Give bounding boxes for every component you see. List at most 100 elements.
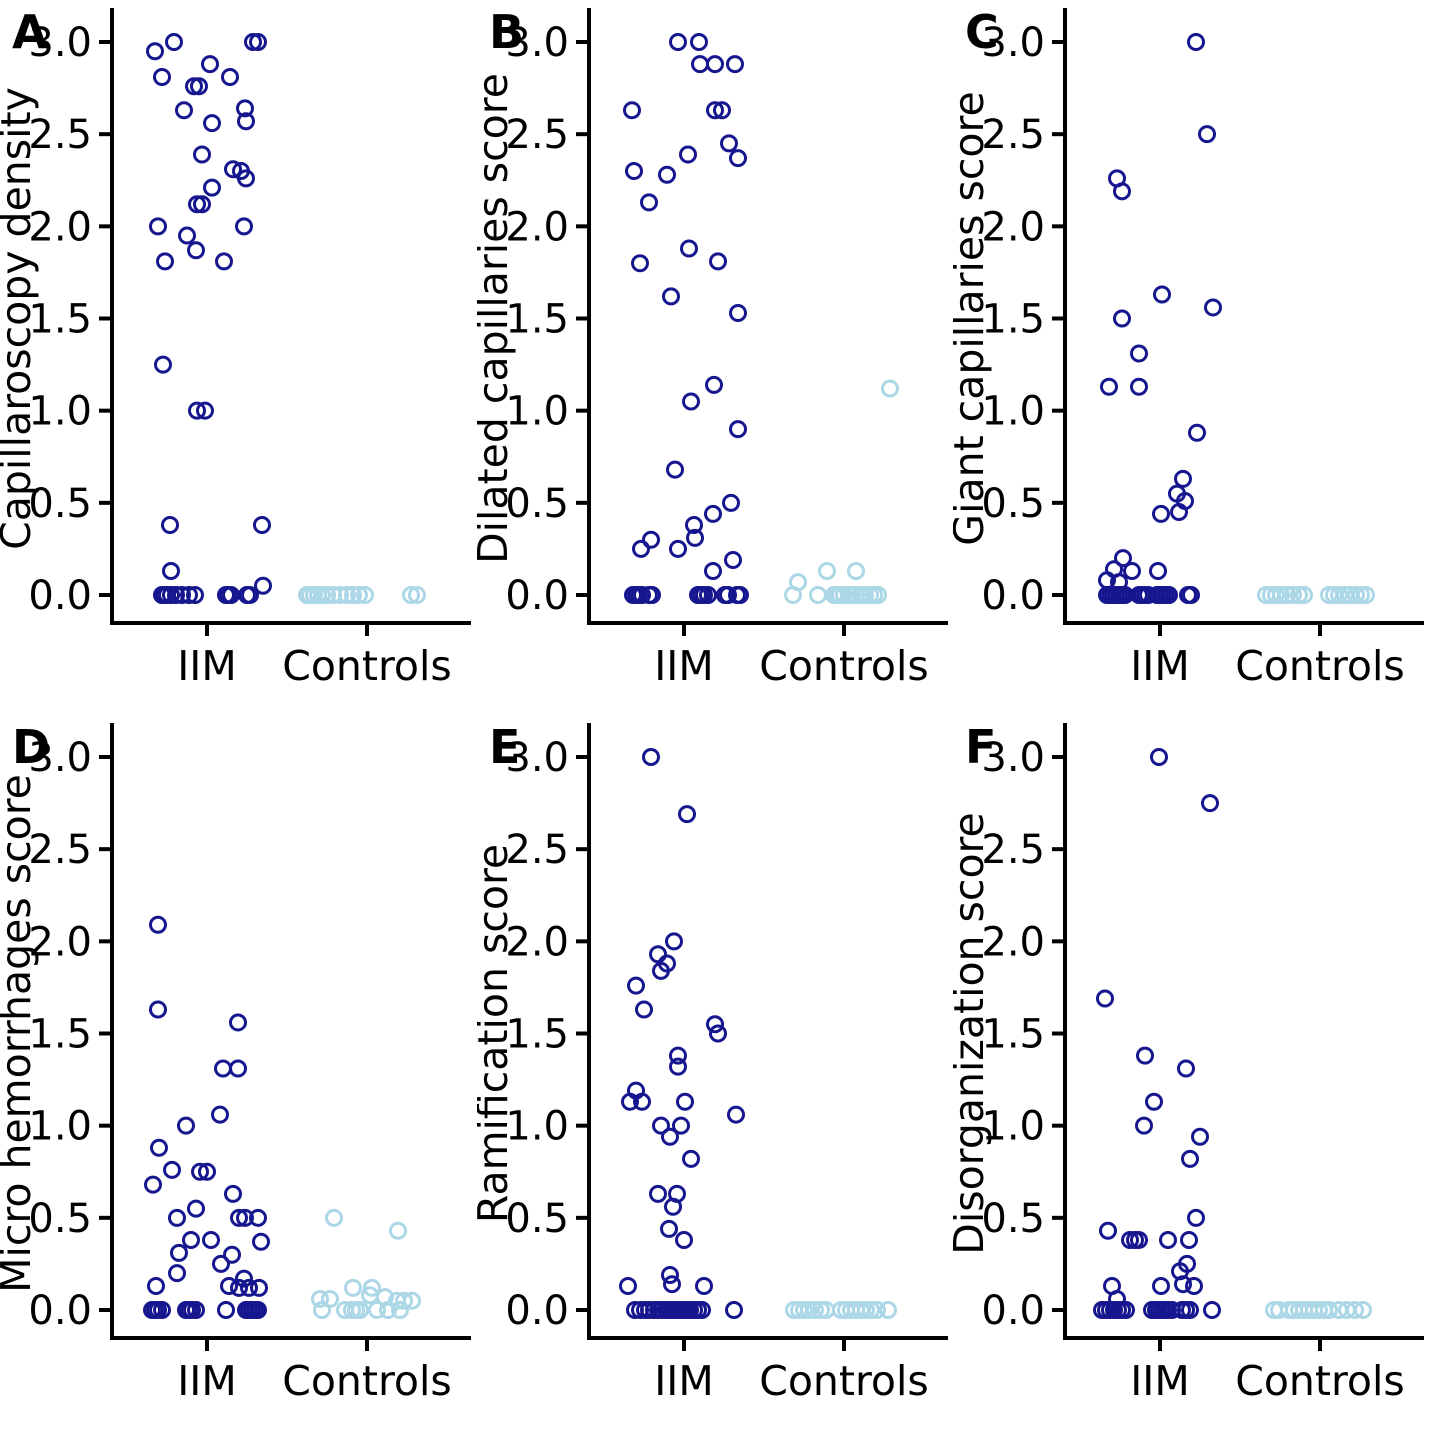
controls-data-point [391,1301,409,1319]
iim-data-point [237,112,255,131]
iim-data-point [146,42,164,61]
iim-data-point [699,586,717,604]
y-axis-label: Dilated capillaries score [477,73,517,564]
iim-data-point [187,1199,205,1218]
category-label: IIM [654,642,714,690]
y-tick-label: 1.0 [981,389,1045,435]
controls-data-point [1310,1301,1328,1319]
iim-data-point [224,160,242,179]
iim-data-point [643,586,661,604]
iim-data-point [185,77,203,96]
iim-data-point [178,226,196,245]
iim-data-point [1130,1230,1148,1249]
iim-data-point [1114,549,1132,568]
y-tick-label: 0.5 [28,481,92,527]
iim-data-point [173,586,191,604]
controls-data-point [379,1301,397,1319]
iim-data-point [252,1232,270,1251]
iim-data-point [631,254,649,273]
iim-data-point [704,504,722,523]
iim-data-point [156,252,174,271]
iim-data-point [1188,423,1206,442]
iim-data-point [196,401,214,420]
y-tick-label: 0.0 [505,573,569,619]
iim-data-point [202,1230,220,1249]
iim-data-point [731,586,749,604]
iim-data-point [1181,1149,1199,1168]
iim-data-point [1136,1046,1154,1065]
iim-data-point [676,1092,694,1111]
iim-data-point [726,55,744,74]
controls-data-point [344,1278,362,1297]
iim-data-point [186,586,204,604]
iim-data-point [1113,309,1131,328]
iim-data-point [678,805,696,824]
iim-data-point [163,1160,181,1179]
iim-data-point [669,1057,687,1076]
y-tick-label: 1.0 [505,1104,569,1150]
iim-data-point [250,1278,268,1297]
y-tick-label: 0.0 [28,573,92,619]
iim-data-point [635,1000,653,1019]
iim-data-point [691,55,709,74]
iim-data-point [1113,182,1131,201]
category-label: IIM [177,642,237,690]
iim-data-point [1181,1301,1199,1319]
y-tick-label: 0.5 [505,481,569,527]
iim-data-point [236,1208,254,1227]
iim-data-point [1198,125,1216,144]
iim-data-point [215,252,233,271]
iim-data-point [187,1301,205,1319]
iim-data-point [240,1278,258,1297]
iim-data-point [1185,1277,1203,1296]
y-tick-label: 1.5 [505,1012,569,1058]
y-tick-label: 0.5 [28,1196,92,1242]
y-tick-label: 1.0 [505,389,569,435]
controls-data-point [1354,1301,1372,1319]
y-tick-label: 1.5 [981,1012,1045,1058]
controls-data-point [389,1221,407,1240]
panel-B-plot: 0.0 0.5 1.0 1.5 2.0 2.5 3.0 IIM Controls Dilated … [477,5,948,690]
controls-data-point [835,586,853,604]
iim-data-point [154,355,172,374]
iim-data-point [1096,989,1114,1008]
iim-data-point [652,961,670,980]
iim-data-point [664,1197,682,1216]
iim-data-point [704,562,722,581]
category-label: Controls [759,642,929,690]
panel-E-plot: 0.0 0.5 1.0 1.5 2.0 2.5 3.0 IIM Controls Ramifica… [477,720,948,1405]
y-tick-label: 1.5 [981,297,1045,343]
iim-data-point [249,1208,267,1227]
iim-data-point [1130,377,1148,396]
iim-data-point [709,252,727,271]
iim-data-point [190,77,208,96]
iim-data-point [686,528,704,547]
iim-data-point [1152,504,1170,523]
iim-data-point [661,1127,679,1146]
controls-data-point [862,1301,880,1319]
iim-data-point [168,1264,186,1283]
y-tick-label: 0.5 [981,481,1045,527]
iim-data-point [149,1000,167,1019]
iim-data-point [661,1265,679,1284]
iim-data-point [706,55,724,74]
iim-data-point [229,1013,247,1032]
controls-data-point [800,1301,818,1319]
iim-data-point [652,1116,670,1135]
iim-data-point [660,1219,678,1238]
y-tick-label: 1.5 [505,297,569,343]
panel-E: 0.0 0.5 1.0 1.5 2.0 2.5 3.0 IIM Controls Ramifica… [477,715,953,1430]
category-label: Controls [1235,1357,1405,1405]
iim-data-point [729,420,747,439]
panel-F: 0.0 0.5 1.0 1.5 2.0 2.5 3.0 IIM Controls Disorgan… [953,715,1430,1430]
iim-data-point [149,915,167,934]
iim-data-point [170,1243,188,1262]
controls-data-point [402,586,420,604]
iim-data-point [729,303,747,322]
iim-data-point [675,1230,693,1249]
panel-letter: A [12,5,48,59]
controls-data-point [351,1301,369,1319]
iim-data-point [682,392,700,411]
y-tick-label: 2.5 [28,827,92,873]
